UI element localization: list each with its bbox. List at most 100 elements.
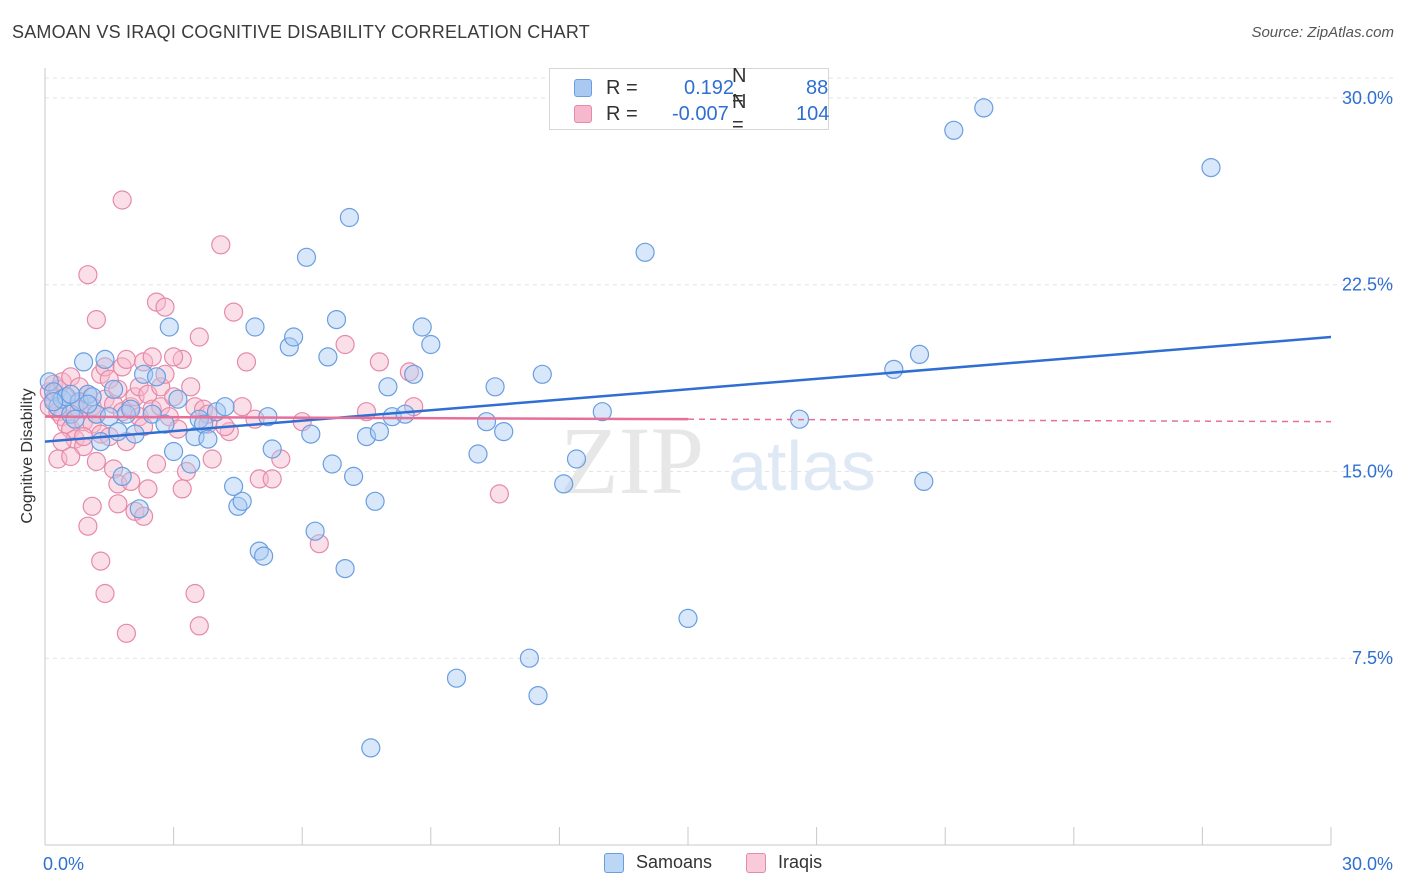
iraqi-point <box>138 479 158 499</box>
samoan-point <box>39 372 59 392</box>
samoan-point <box>146 367 167 387</box>
samoan-point <box>95 349 115 369</box>
samoan-point <box>566 449 587 469</box>
y-tick-label-1: 15.0% <box>1342 461 1393 481</box>
iraqi-point <box>61 446 81 467</box>
iraqi-point <box>202 449 222 469</box>
samoan-point <box>103 379 124 399</box>
axes <box>44 68 1332 846</box>
iraqi-point <box>369 352 389 372</box>
iraqi-point <box>116 349 137 369</box>
trend-lines <box>44 335 1332 443</box>
samoan-point <box>318 347 338 367</box>
iraqi-point <box>151 377 171 397</box>
samoan-point <box>121 399 141 419</box>
samoan-trend-line <box>44 335 1332 443</box>
iraqi-point <box>155 297 175 317</box>
iraqi-point <box>185 583 205 604</box>
iraqi-point <box>86 451 107 472</box>
r-label: R = <box>606 76 638 99</box>
iraqi-point <box>108 494 128 514</box>
x-tick-label-min: 0.0% <box>43 854 84 874</box>
samoan-point <box>369 422 389 442</box>
samoan-point <box>301 424 321 444</box>
samoan-point <box>224 476 244 496</box>
iraqi-point <box>95 357 115 377</box>
samoan-point <box>344 466 364 486</box>
samoan-point <box>485 377 505 397</box>
samoan-point <box>198 429 218 449</box>
samoan-point <box>232 491 252 511</box>
iraqi-point <box>86 310 107 330</box>
r-label: R = <box>606 102 638 125</box>
samoan-point <box>909 344 930 364</box>
chart-title: SAMOAN VS IRAQI COGNITIVE DISABILITY COR… <box>12 22 590 42</box>
source-label: Source: ZipAtlas.com <box>1251 24 1394 41</box>
watermark-atlas: atlas <box>728 427 876 505</box>
y-axis-label: Cognitive Disability <box>19 388 36 524</box>
correlation-legend: R = 0.192 N = 88 R = -0.007 N = 104 <box>549 65 829 136</box>
r-value: 0.192 <box>684 76 735 99</box>
iraqi-point <box>146 454 167 474</box>
iraqi-point <box>116 623 137 643</box>
samoan-point <box>554 474 574 494</box>
samoan-point <box>446 668 467 688</box>
iraqi-point <box>95 583 115 604</box>
samoan-point <box>361 738 381 758</box>
iraqi-trend-line <box>44 415 689 421</box>
samoan-point <box>142 404 162 424</box>
samoan-point <box>404 364 424 384</box>
samoan-point <box>421 334 441 355</box>
samoan-point <box>395 404 415 424</box>
r-value: -0.007 <box>672 102 729 125</box>
iraqi-point <box>262 469 282 489</box>
samoan-point <box>365 491 385 511</box>
samoan-point <box>215 397 235 417</box>
samoan-point <box>65 409 85 429</box>
iraqi-point <box>164 347 184 367</box>
iraqi-point <box>108 379 128 399</box>
samoan-point <box>279 337 299 357</box>
samoan-point <box>884 359 904 379</box>
samoan-point <box>245 317 265 337</box>
iraqi-point <box>78 516 98 536</box>
iraqi-swatch <box>574 105 592 123</box>
legend-row-iraqis: R = -0.007 N = 104 <box>574 91 829 136</box>
samoan-point <box>412 317 432 337</box>
legend-item-samoans[interactable]: Samoans <box>604 852 712 873</box>
samoan-point <box>974 98 994 118</box>
samoan-point <box>254 546 274 566</box>
iraqi-point <box>232 397 252 417</box>
samoan-point <box>155 414 175 434</box>
iraqi-point <box>82 496 102 516</box>
samoan-point <box>335 558 355 579</box>
samoan-point <box>108 422 128 442</box>
tick-labels: 7.5% 15.0% 22.5% 30.0% 0.0% 30.0% <box>43 88 1393 874</box>
samoan-point <box>61 384 81 404</box>
samoan-point <box>129 499 149 519</box>
legend-item-iraqis[interactable]: Iraqis <box>746 852 822 873</box>
iraqi-trend-line-extension <box>687 418 1332 423</box>
samoan-point <box>678 608 698 629</box>
samoan-point <box>339 207 359 228</box>
samoan-point <box>635 242 655 262</box>
samoan-point <box>159 317 179 337</box>
x-tick-label-max: 30.0% <box>1342 854 1393 874</box>
samoan-point <box>262 439 282 459</box>
series-legend: Samoans Iraqis <box>604 852 856 873</box>
samoan-point <box>112 466 132 486</box>
iraqi-point <box>142 347 162 367</box>
samoan-point <box>43 392 64 412</box>
y-tick-label-0: 7.5% <box>1352 648 1393 668</box>
samoan-point <box>519 648 540 668</box>
n-value: 104 <box>796 102 830 125</box>
legend-row-samoans: R = 0.192 N = 88 <box>574 65 828 110</box>
samoan-point <box>528 685 548 706</box>
samoan-point <box>476 412 497 432</box>
n-value: 88 <box>806 76 829 99</box>
legend-label-samoans: Samoans <box>636 852 713 872</box>
samoan-swatch <box>574 79 592 97</box>
samoan-point <box>494 422 514 442</box>
samoan-point <box>78 394 98 414</box>
